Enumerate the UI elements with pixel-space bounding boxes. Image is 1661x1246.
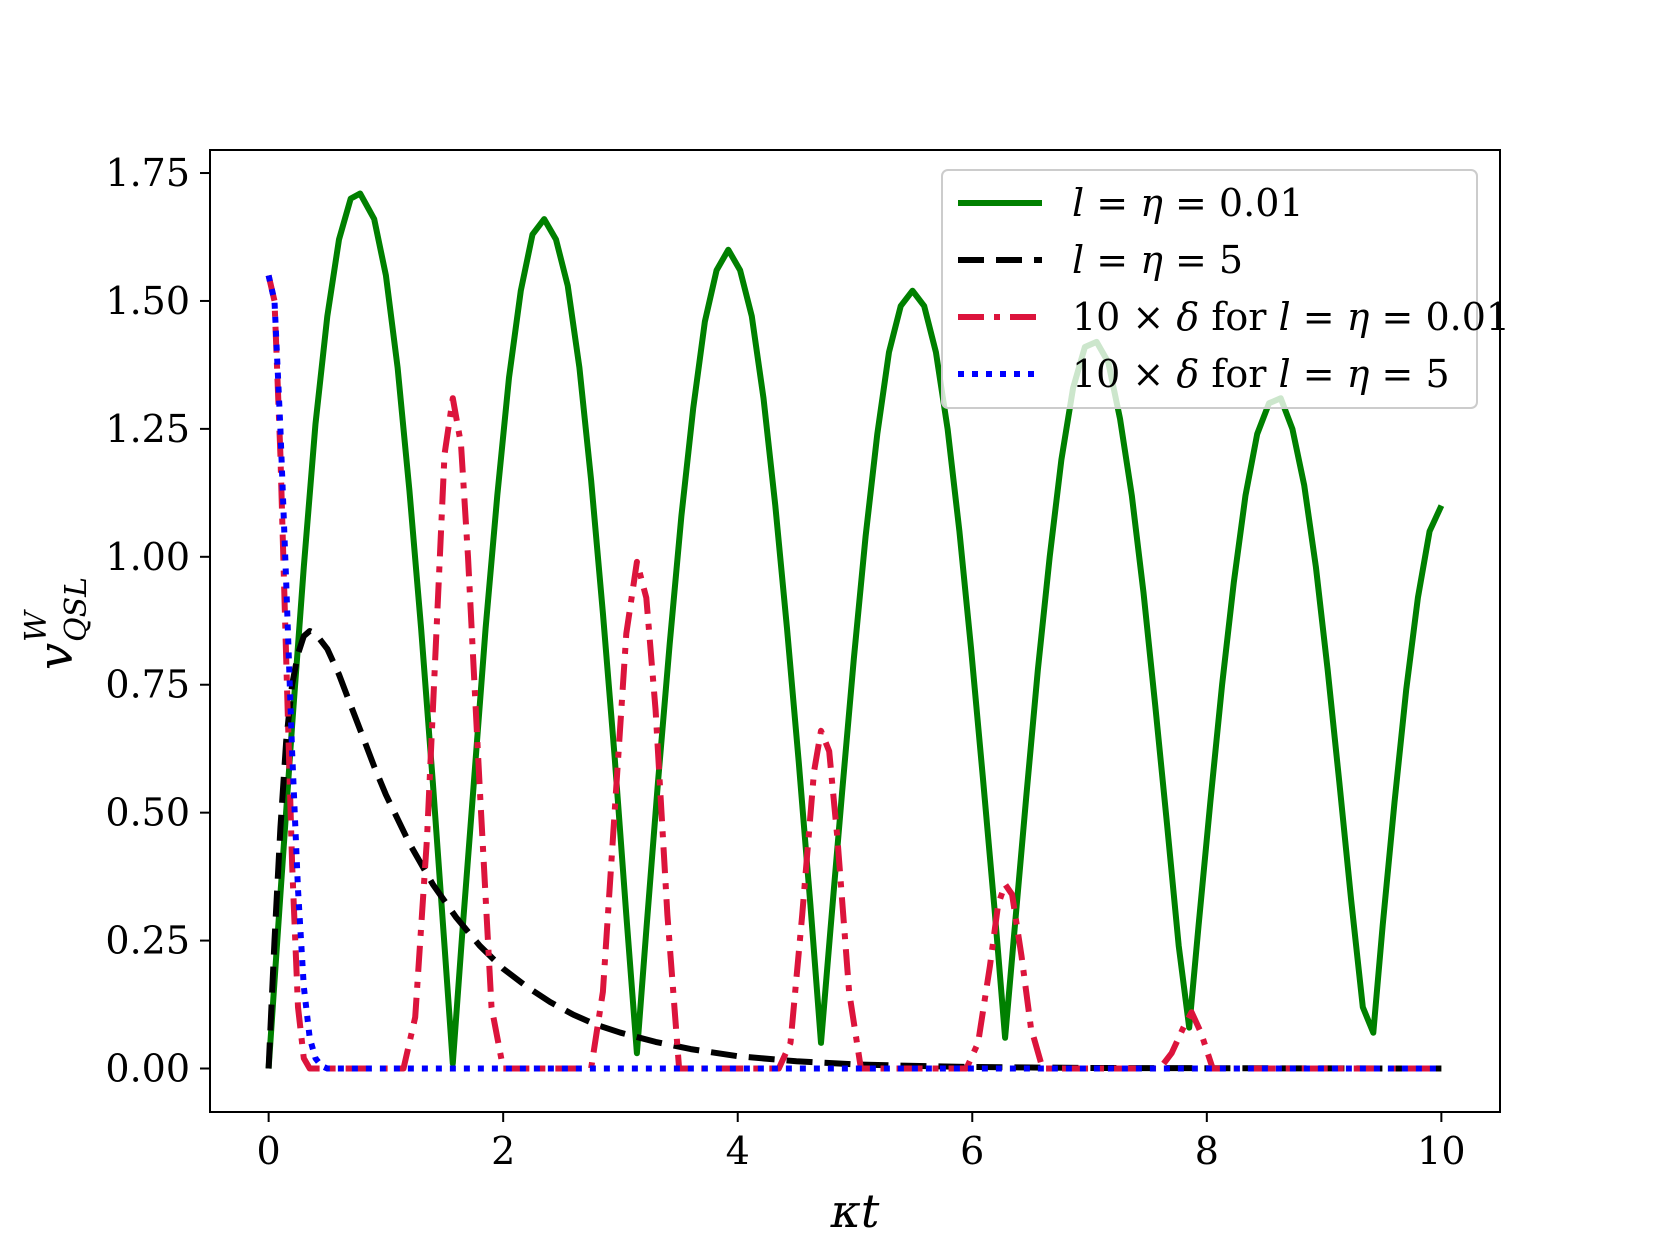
y-tick-label: 0.75 — [105, 663, 190, 707]
series-layer — [265, 190, 1445, 1072]
y-tick-label: 0.00 — [105, 1047, 190, 1091]
legend-label-2: l = η = 5 — [1072, 238, 1243, 282]
y-axis-label-sup: W — [19, 609, 54, 642]
y-axis-label-sub: QSL — [59, 577, 94, 642]
series-line-1 — [265, 190, 1445, 1069]
y-tick-label: 0.25 — [105, 919, 190, 963]
x-tick-label: 4 — [726, 1129, 750, 1173]
series-line-3 — [265, 274, 1442, 1072]
series-line-4 — [265, 274, 1442, 1072]
x-tick-label: 6 — [960, 1129, 984, 1173]
x-tick-label: 2 — [491, 1129, 515, 1173]
y-tick-label: 1.00 — [105, 535, 190, 579]
y-tick-label: 1.75 — [105, 151, 190, 195]
legend: l = η = 0.01 l = η = 5 10 × δ for l = η = … — [941, 169, 1510, 409]
y-tick-label: 0.50 — [105, 791, 190, 835]
x-axis: 0 2 4 6 8 10 — [257, 1112, 1466, 1173]
y-axis-label: v W QSL — [19, 577, 94, 670]
plot-frame — [209, 149, 1501, 1113]
y-tick-label: 1.50 — [105, 279, 190, 323]
legend-label-1: l = η = 0.01 — [1072, 181, 1304, 225]
x-axis-label: κt — [830, 1184, 880, 1238]
y-axis-label-base: v — [28, 643, 84, 670]
legend-frame — [941, 169, 1478, 409]
legend-label-4: 10 × δ for l = η = 5 — [1072, 352, 1450, 396]
legend-label-3: 10 × δ for l = η = 0.01 — [1072, 295, 1510, 339]
y-tick-label: 1.25 — [105, 407, 190, 451]
x-tick-label: 8 — [1195, 1129, 1219, 1173]
y-axis: 0.00 0.25 0.50 0.75 1.00 1.25 1.50 1.75 — [105, 151, 210, 1091]
x-tick-label: 10 — [1417, 1129, 1465, 1173]
x-tick-label: 0 — [257, 1129, 281, 1173]
